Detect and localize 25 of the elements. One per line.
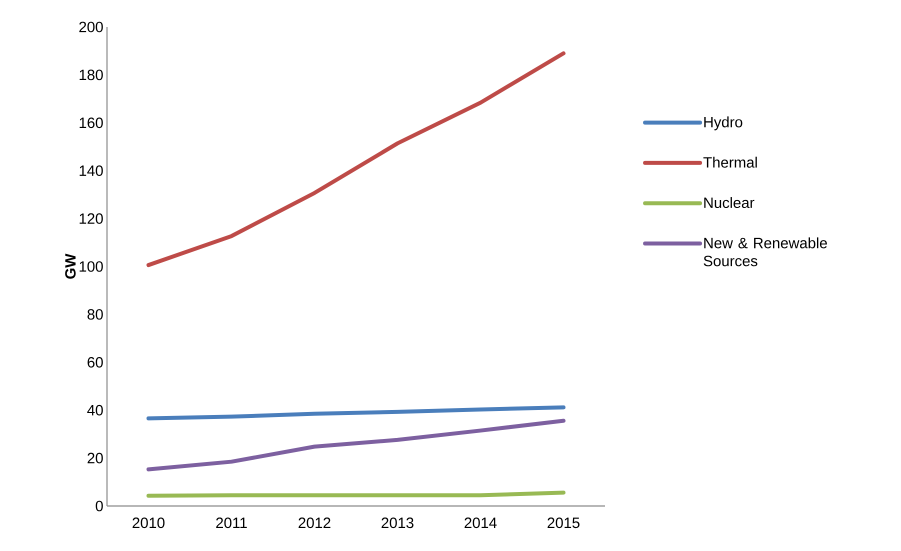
y-tick-label: 40 [87, 404, 103, 416]
x-tick-label: 2012 [298, 518, 330, 528]
y-tick-label: 180 [80, 70, 103, 80]
y-tick-label: 80 [88, 309, 103, 320]
x-tick-label: 2014 [464, 518, 497, 528]
y-tick-label: 0 [96, 500, 103, 512]
y-tick-label: 200 [79, 22, 103, 32]
legend-label: Thermal [703, 156, 757, 168]
line-series [146, 51, 566, 268]
line-series [146, 418, 566, 472]
y-tick-label: 160 [80, 118, 103, 128]
line-series [146, 405, 566, 420]
legend-label: New & Renewable Sources [704, 237, 827, 266]
y-axis-title: GW [65, 254, 76, 279]
x-tick-label: 2015 [548, 518, 580, 528]
x-tick-label: 2011 [216, 518, 247, 528]
y-tick-label: 120 [80, 213, 103, 224]
legend-label: Hydro [704, 116, 742, 130]
y-tick-label: 20 [88, 452, 103, 464]
y-tick-label: 140 [80, 165, 103, 176]
x-tick-label: 2010 [132, 518, 165, 528]
y-tick-label: 60 [88, 357, 103, 368]
y-tick-label: 100 [80, 261, 103, 272]
legend-label: Nuclear [704, 197, 754, 208]
x-tick-label: 2013 [382, 518, 414, 528]
